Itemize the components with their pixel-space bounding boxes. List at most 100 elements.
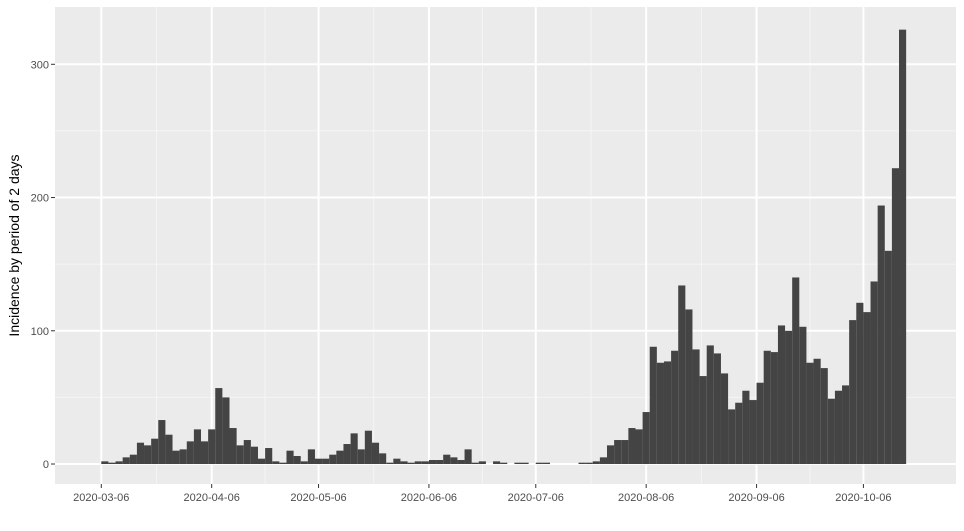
bar (663, 361, 672, 465)
bar (265, 448, 273, 465)
bar (443, 454, 451, 465)
bars (101, 29, 907, 465)
bar (115, 461, 123, 465)
bar (842, 385, 850, 465)
bar (720, 373, 729, 465)
bar (336, 450, 344, 465)
bar (834, 390, 843, 465)
bar (158, 420, 166, 465)
bar (713, 353, 721, 465)
bar (777, 325, 786, 465)
bar (792, 277, 800, 465)
bar (300, 461, 308, 465)
bar (606, 445, 615, 465)
x-tick-label: 2020-05-06 (290, 492, 346, 504)
y-axis-title: Incidence by period of 2 days (6, 154, 22, 336)
bar (649, 346, 657, 465)
bar (229, 428, 237, 465)
bar (820, 368, 828, 465)
bar (215, 388, 223, 465)
bar (678, 285, 686, 465)
bar (728, 409, 736, 465)
bar (108, 462, 116, 465)
bar (806, 362, 814, 465)
y-tick-label: 0 (43, 459, 49, 471)
bar (471, 462, 479, 465)
bar (749, 400, 757, 465)
bar (144, 445, 152, 465)
bar (899, 29, 907, 465)
bar (201, 441, 209, 465)
bar (414, 461, 422, 465)
bar (813, 358, 821, 465)
bar (272, 461, 280, 465)
bar (671, 350, 679, 465)
bar (763, 350, 771, 465)
bar (464, 449, 472, 465)
bar (742, 390, 750, 465)
x-tick-label: 2020-03-06 (73, 492, 129, 504)
bar (129, 454, 137, 465)
bar (621, 440, 629, 465)
bar (293, 456, 301, 465)
bar (286, 450, 294, 465)
bar (884, 250, 892, 465)
bar (428, 460, 437, 465)
bar (785, 330, 793, 465)
bar (250, 446, 258, 465)
y-tick-label: 300 (31, 59, 49, 71)
bar (343, 444, 351, 465)
bar (136, 442, 145, 465)
bar (706, 345, 714, 465)
bar (628, 428, 636, 465)
bar (322, 458, 330, 465)
x-tick-label: 2020-04-06 (184, 492, 240, 504)
bar (642, 412, 650, 465)
bar (307, 449, 315, 465)
bar (407, 462, 415, 465)
bar (450, 457, 458, 465)
bar (592, 461, 600, 465)
bar (656, 362, 664, 465)
bar (635, 429, 643, 465)
bar (436, 460, 444, 465)
bar (393, 458, 401, 465)
bar (186, 441, 194, 465)
bar (208, 429, 216, 465)
bar (599, 457, 607, 465)
bar (578, 462, 586, 465)
bar (379, 453, 387, 465)
bar (478, 461, 486, 465)
bar (585, 462, 593, 465)
x-tick-label: 2020-10-06 (835, 492, 891, 504)
bar (493, 461, 501, 465)
bar (151, 438, 159, 465)
bar (421, 461, 429, 465)
bar (371, 442, 380, 465)
bar (243, 440, 251, 465)
y-axis: 0 100 200 300 (31, 59, 55, 471)
bar (279, 462, 287, 465)
bar (457, 460, 465, 465)
bar (891, 168, 900, 465)
bar (542, 462, 551, 465)
bar (500, 462, 508, 465)
bar (849, 320, 857, 465)
bar (863, 312, 871, 465)
bar (692, 349, 700, 465)
x-tick-label: 2020-07-06 (508, 492, 564, 504)
bar (535, 462, 543, 465)
bar (514, 462, 522, 465)
bar (827, 398, 835, 465)
y-tick-label: 100 (31, 326, 49, 338)
bar (799, 326, 807, 465)
bar (770, 352, 778, 465)
bar (877, 205, 885, 465)
bar (165, 434, 173, 465)
bar (314, 458, 323, 465)
bar (257, 458, 266, 465)
bar (179, 449, 187, 465)
bar (735, 402, 743, 465)
bar (685, 309, 693, 465)
